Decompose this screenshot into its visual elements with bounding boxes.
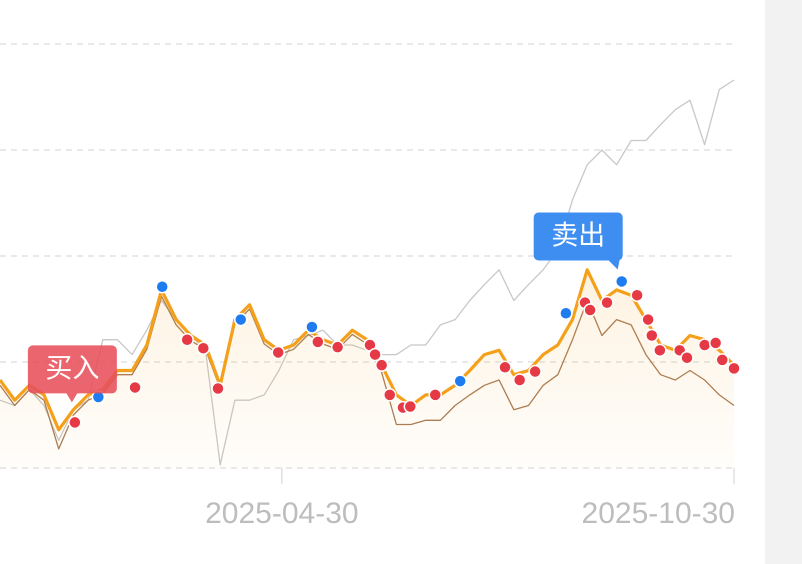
signal-point [653, 343, 667, 358]
annotation-box [533, 212, 623, 261]
area [0, 269, 734, 468]
signal-point [453, 374, 467, 388]
signal-point [498, 360, 512, 375]
annotation: 买入 [27, 345, 117, 403]
signal-point [600, 295, 614, 310]
annotation-box [27, 345, 117, 394]
signal-point [727, 361, 741, 376]
x-tick-label: 2025-04-30 [205, 497, 358, 530]
signal-point [68, 415, 82, 430]
signal-point [614, 274, 629, 289]
signal-point [330, 340, 345, 354]
signal-point [374, 358, 389, 372]
side-panel [765, 0, 802, 564]
annotation-pointer [607, 259, 620, 270]
signal-point [715, 353, 730, 367]
signal-point [271, 345, 285, 360]
signal-point [512, 373, 527, 387]
annotation-pointer [65, 392, 78, 403]
signal-point [583, 303, 597, 317]
annotation-label: 卖出 [551, 221, 605, 251]
signal-point [211, 381, 225, 396]
signal-point [528, 364, 542, 379]
signal-point [368, 347, 382, 362]
signal-point [697, 338, 712, 352]
signal-point [428, 388, 443, 402]
signal-point [403, 399, 418, 414]
signal-point [196, 341, 211, 355]
signal-point [708, 336, 723, 350]
signal-point [311, 335, 325, 349]
signal-point [128, 380, 142, 395]
signal-point [630, 288, 644, 302]
signal-point [680, 351, 694, 365]
signal-point [559, 306, 573, 320]
signal-point [305, 320, 319, 334]
signal-point [645, 328, 659, 343]
signal-point [641, 312, 655, 327]
signal-point [234, 312, 248, 327]
annotation: 卖出 [533, 212, 623, 270]
signal-point [155, 279, 169, 294]
x-tick-label: 2025-10-30 [582, 497, 735, 530]
signal-point [180, 332, 194, 347]
signal-point [383, 388, 397, 402]
annotation-label: 买入 [45, 354, 99, 384]
